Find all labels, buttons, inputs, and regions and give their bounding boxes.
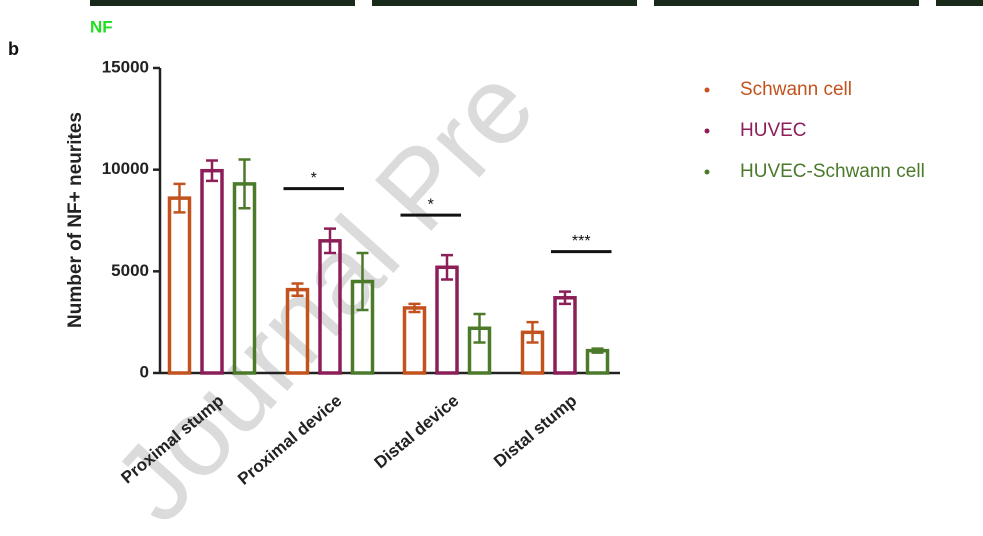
bar [555,298,575,373]
x-tick-label: Distal stump [490,391,580,471]
legend-label: HUVEC [740,120,807,141]
bar [170,198,190,373]
bar [405,308,425,373]
significance-label: *** [572,233,591,250]
significance-label: * [428,196,434,213]
image-strip [654,0,919,6]
panel-label: b [8,39,19,59]
bar [437,267,457,373]
legend-label: HUVEC-Schwann cell [740,161,925,182]
significance-label: * [311,170,317,187]
image-strip [90,0,355,6]
legend-marker [705,88,710,93]
y-tick-label: 10000 [102,159,149,178]
legend-marker [705,129,710,134]
figure: NF b Number of NF+ neurites Journal Pre … [0,0,983,536]
y-axis-label: Number of NF+ neurites [65,112,86,328]
image-strip [936,0,983,6]
image-strip [372,0,637,6]
x-tick-label: Distal device [371,391,463,472]
image-label: NF [90,17,113,36]
legend-marker [705,170,710,175]
y-tick-label: 5000 [111,261,149,280]
y-tick-label: 0 [140,362,149,381]
bar [588,351,608,373]
legend-label: Schwann cell [740,79,852,100]
y-tick-label: 15000 [102,57,149,76]
